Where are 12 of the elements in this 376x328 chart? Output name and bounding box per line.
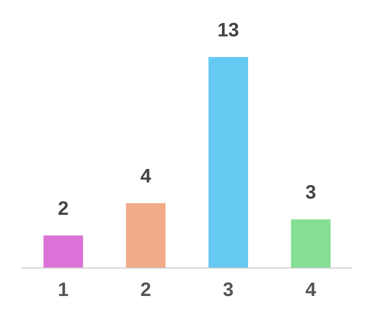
bar [290,219,331,268]
data-label: 4 [140,169,152,182]
bar [43,236,84,268]
bar [208,57,248,268]
x-tick-label: 2 [141,282,150,296]
x-tick-label: 3 [223,282,233,296]
x-tick-label: 4 [306,282,316,296]
data-label: 2 [58,201,68,215]
data-label: 13 [218,22,238,37]
x-tick-label: 1 [59,282,68,296]
data-label: 3 [306,185,316,199]
bar [126,203,166,268]
